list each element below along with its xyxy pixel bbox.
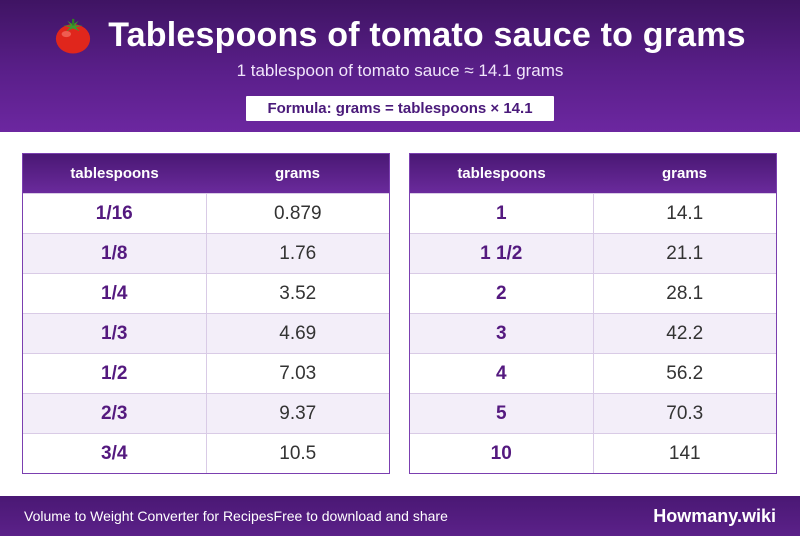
title-row: Tablespoons of tomato sauce to grams [0,12,800,58]
footer-bar: Volume to Weight Converter for Recipes Fr… [0,496,800,536]
tablespoons-cell: 1/16 [23,193,207,234]
table-row: 3 42.2 [410,313,776,354]
table-header-row: tablespoons grams [23,154,389,194]
grams-cell: 141 [593,433,776,473]
tablespoons-cell: 1/4 [23,273,207,314]
grams-cell: 1.76 [206,233,389,274]
conversion-table-left: tablespoons grams 1/16 0.879 1/8 1.76 1/… [22,153,390,474]
tablespoons-cell: 2/3 [23,393,207,434]
column-header-tablespoons: tablespoons [410,154,593,194]
table-row: 1 14.1 [410,193,776,234]
tablespoons-cell: 1/2 [23,353,207,394]
header-banner: Tablespoons of tomato sauce to grams 1 t… [0,0,800,132]
table-row: 4 56.2 [410,353,776,394]
table-header-row: tablespoons grams [410,154,776,194]
table-row: 1/4 3.52 [23,273,389,314]
table-row: 1/3 4.69 [23,313,389,354]
formula-badge: Formula: grams = tablespoons × 14.1 [246,96,554,121]
footer-converter-label: Volume to Weight Converter for Recipes [24,508,274,524]
footer-share-label: Free to download and share [273,508,448,524]
grams-cell: 3.52 [206,273,389,314]
column-header-tablespoons: tablespoons [23,154,206,194]
footer-caption: Volume to Weight Converter for Recipes Fr… [24,496,448,536]
column-header-grams: grams [206,154,389,194]
table-row: 1/8 1.76 [23,233,389,274]
grams-cell: 70.3 [593,393,776,434]
tablespoons-cell: 1 [410,193,594,234]
grams-cell: 7.03 [206,353,389,394]
grams-cell: 28.1 [593,273,776,314]
tablespoons-cell: 5 [410,393,594,434]
grams-cell: 0.879 [206,193,389,234]
grams-cell: 9.37 [206,393,389,434]
conversion-table-right: tablespoons grams 1 14.1 1 1/2 21.1 2 28… [409,153,777,474]
column-header-grams: grams [593,154,776,194]
tablespoons-cell: 10 [410,433,594,473]
grams-cell: 42.2 [593,313,776,354]
grams-cell: 21.1 [593,233,776,274]
table-row: 1/2 7.03 [23,353,389,394]
page-title: Tablespoons of tomato sauce to grams [108,15,746,54]
tablespoons-cell: 3/4 [23,433,207,473]
grams-cell: 56.2 [593,353,776,394]
tablespoons-cell: 1/8 [23,233,207,274]
grams-cell: 14.1 [593,193,776,234]
table-row: 1/16 0.879 [23,193,389,234]
tablespoons-cell: 3 [410,313,594,354]
conversion-table: tablespoons grams 1/16 0.879 1/8 1.76 1/… [23,154,389,473]
tablespoons-cell: 1 1/2 [410,233,594,274]
tablespoons-cell: 1/3 [23,313,207,354]
table-row: 5 70.3 [410,393,776,434]
table-row: 2 28.1 [410,273,776,314]
tablespoons-cell: 4 [410,353,594,394]
conversion-table: tablespoons grams 1 14.1 1 1/2 21.1 2 28… [410,154,776,473]
page-subtitle: 1 tablespoon of tomato sauce ≈ 14.1 gram… [236,61,564,80]
table-row: 1 1/2 21.1 [410,233,776,274]
grams-cell: 10.5 [206,433,389,473]
tomato-icon [56,18,91,54]
table-row: 3/4 10.5 [23,433,389,473]
grams-cell: 4.69 [206,313,389,354]
tablespoons-cell: 2 [410,273,594,314]
table-row: 2/3 9.37 [23,393,389,434]
table-row: 10 141 [410,433,776,473]
brand-name: Howmany.wiki [653,505,776,526]
